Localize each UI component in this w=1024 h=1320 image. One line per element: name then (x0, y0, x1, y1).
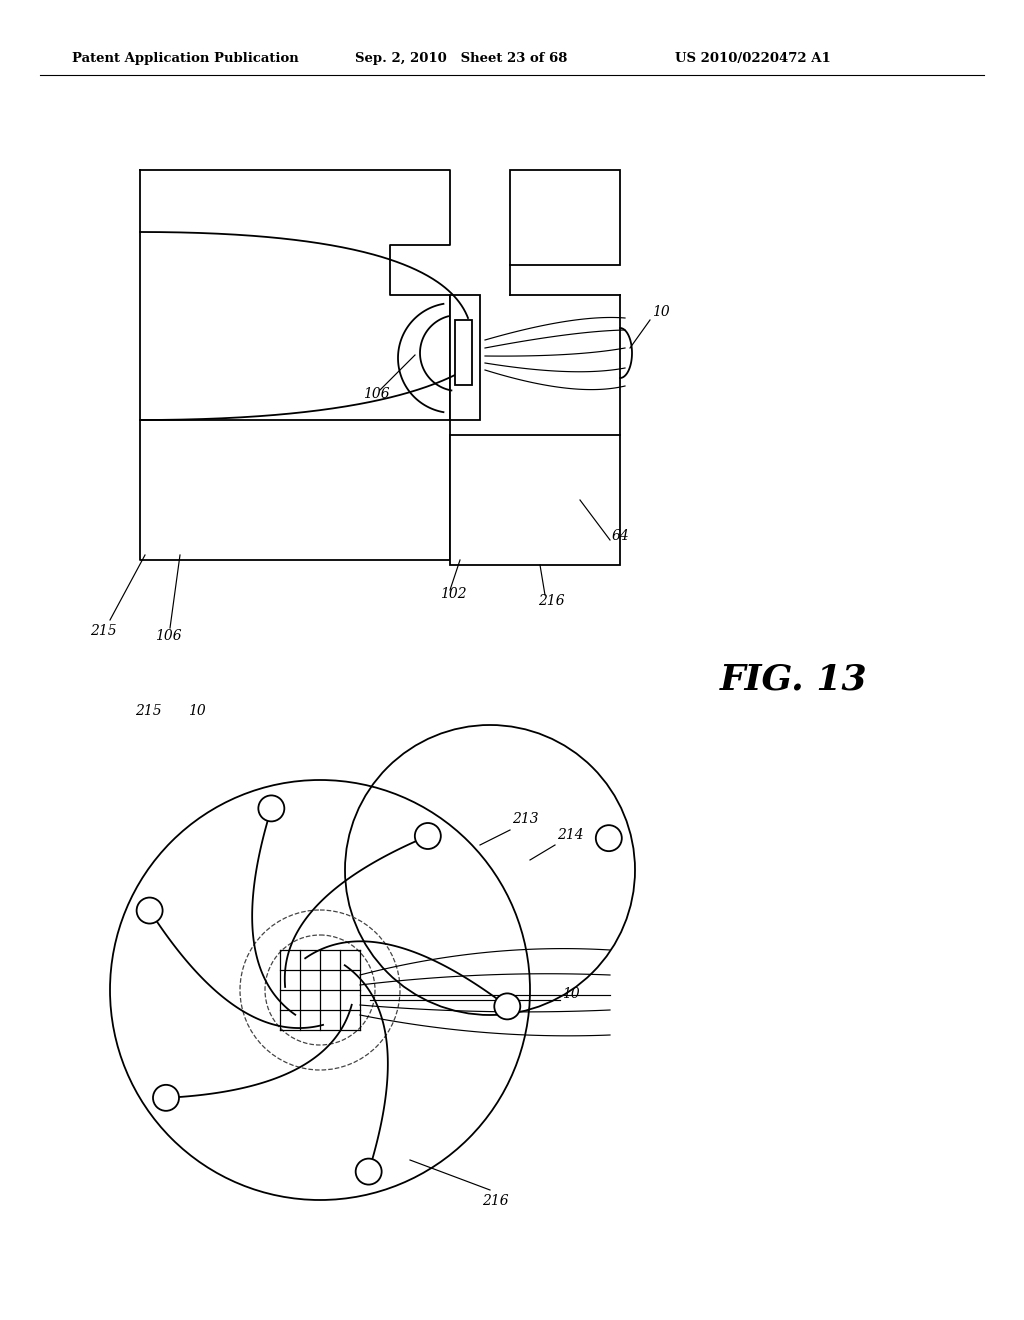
Text: Patent Application Publication: Patent Application Publication (72, 51, 299, 65)
Text: 106: 106 (362, 387, 389, 401)
Circle shape (153, 1085, 179, 1111)
Text: FIG. 13: FIG. 13 (720, 663, 867, 697)
Bar (455, 319, 472, 385)
Bar (450, 294, 480, 420)
Bar (450, 436, 620, 565)
Text: 106: 106 (155, 630, 181, 643)
Circle shape (596, 825, 622, 851)
Text: US 2010/0220472 A1: US 2010/0220472 A1 (675, 51, 830, 65)
Text: 216: 216 (482, 1195, 509, 1208)
Circle shape (415, 822, 441, 849)
Text: 216: 216 (538, 594, 564, 609)
Bar (510, 170, 620, 265)
Circle shape (495, 994, 520, 1019)
Circle shape (258, 796, 285, 821)
Circle shape (136, 898, 163, 924)
Circle shape (355, 1159, 382, 1184)
Text: 10: 10 (188, 704, 206, 718)
Text: 10: 10 (652, 305, 670, 319)
Text: 10: 10 (562, 987, 580, 1001)
Text: 102: 102 (440, 587, 467, 601)
Text: 215: 215 (90, 624, 117, 638)
Text: 64: 64 (612, 529, 630, 543)
Text: Sep. 2, 2010   Sheet 23 of 68: Sep. 2, 2010 Sheet 23 of 68 (355, 51, 567, 65)
Text: 213: 213 (512, 812, 539, 826)
Text: 215: 215 (135, 704, 162, 718)
Text: 214: 214 (557, 828, 584, 842)
